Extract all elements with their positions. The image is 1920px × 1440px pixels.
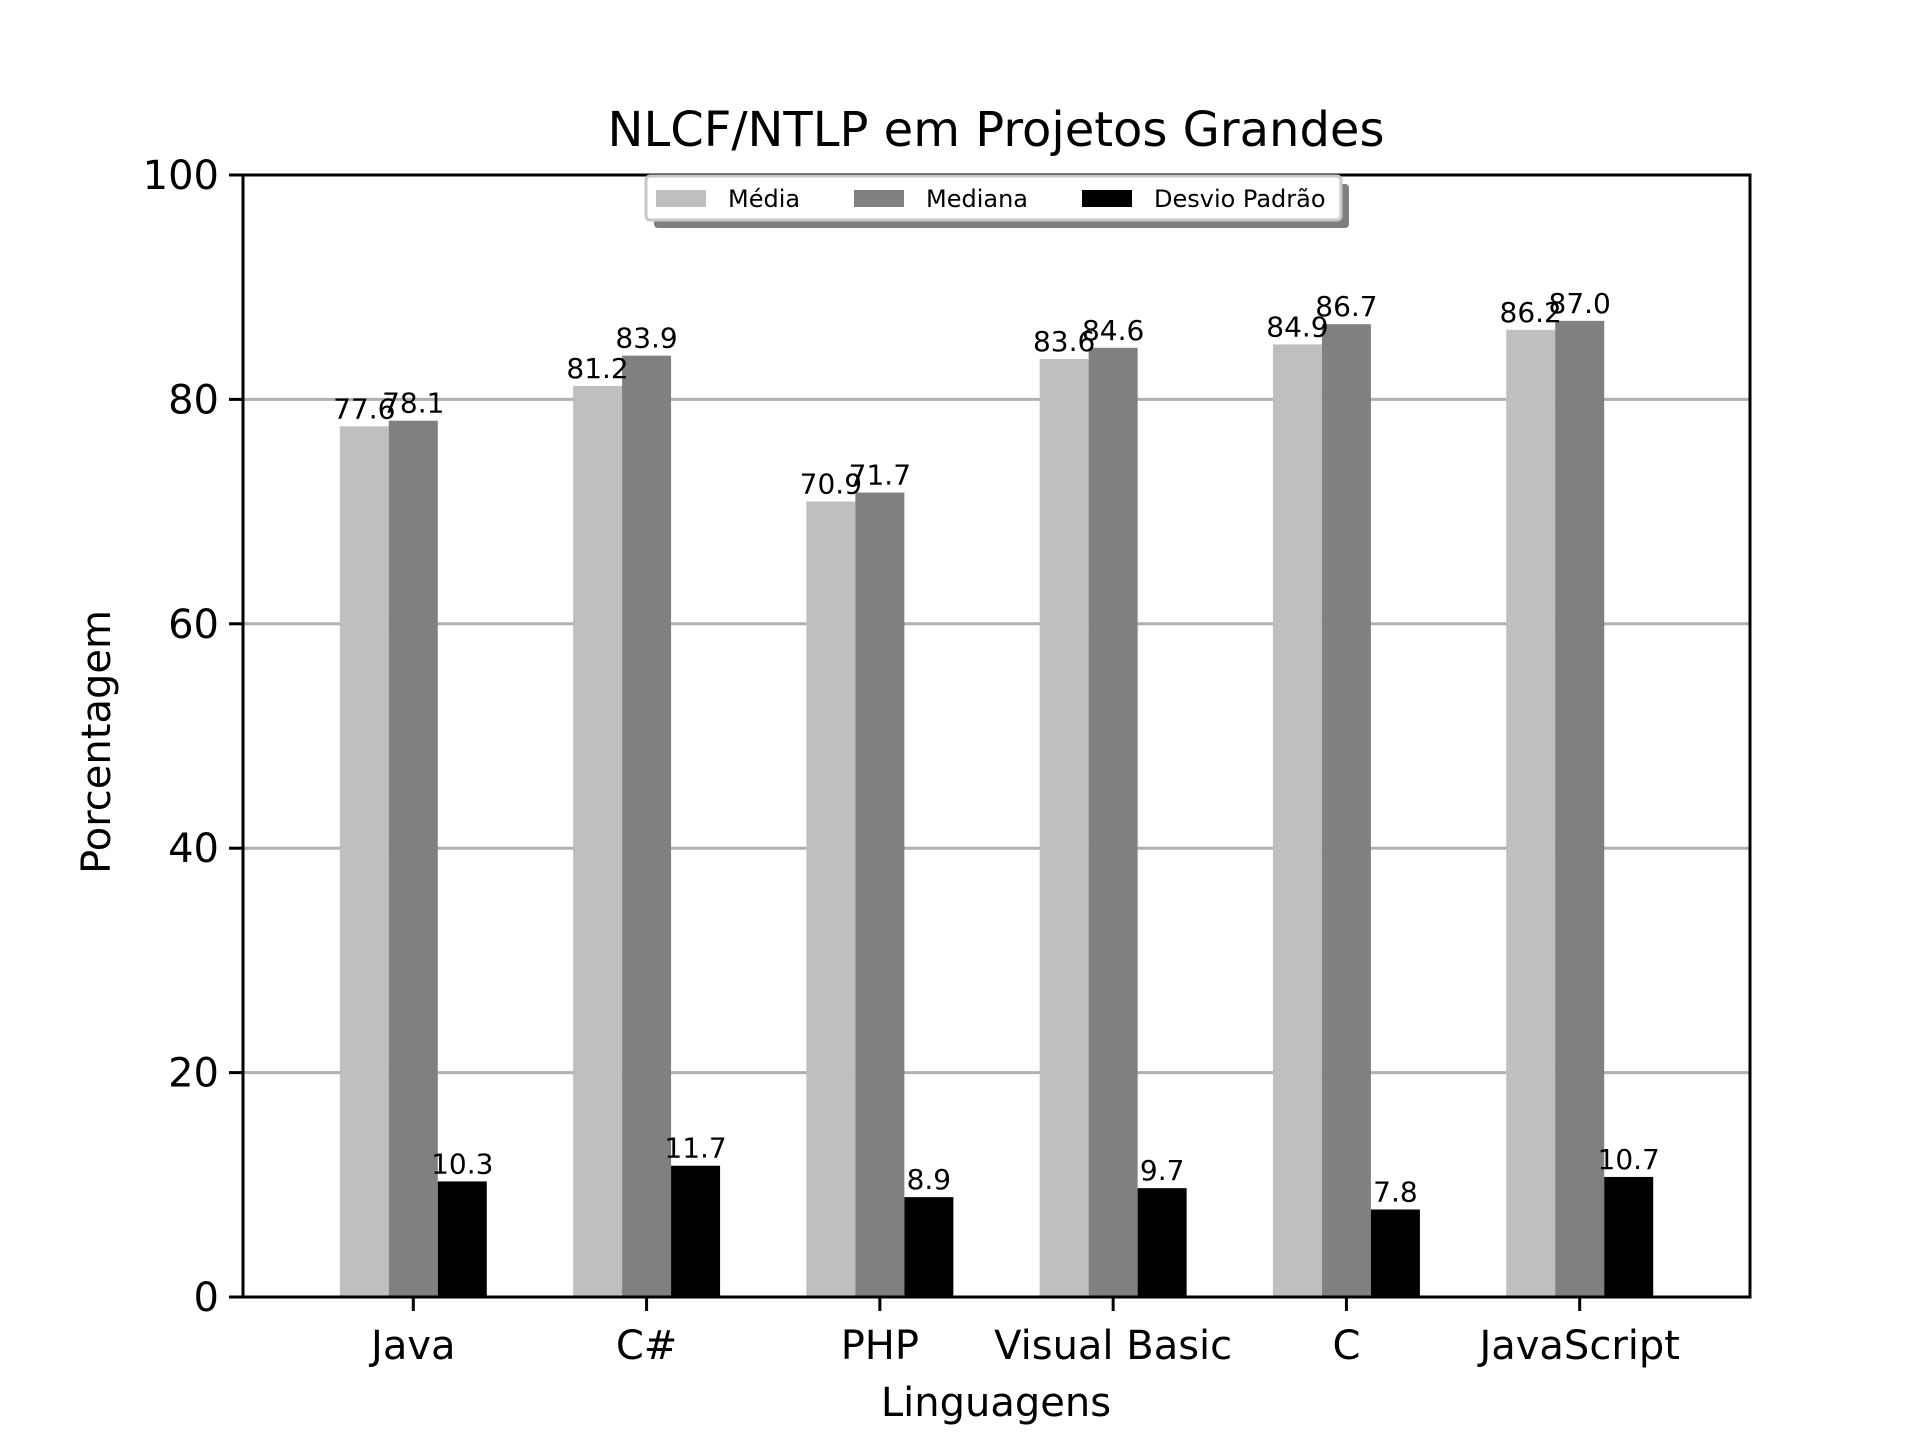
bar-mediana bbox=[388, 420, 438, 1297]
x-tick-label: C# bbox=[616, 1323, 677, 1369]
data-label: 86.2 bbox=[1500, 296, 1562, 329]
data-label: 83.6 bbox=[1033, 325, 1095, 358]
x-tick-label: C bbox=[1332, 1323, 1360, 1369]
data-label: 84.9 bbox=[1266, 310, 1328, 343]
bar-media bbox=[1039, 359, 1089, 1297]
data-label: 70.9 bbox=[800, 468, 862, 501]
bars bbox=[339, 320, 1654, 1298]
y-tick-label: 0 bbox=[194, 1275, 219, 1321]
data-label: 77.6 bbox=[333, 392, 395, 425]
legend-label: Mediana bbox=[926, 185, 1028, 213]
grid-lines bbox=[243, 397, 1750, 1075]
bar-desvio-padrao bbox=[1604, 1176, 1654, 1297]
y-tick-label: 60 bbox=[168, 602, 219, 648]
y-tick-label: 80 bbox=[168, 377, 219, 423]
bar-media bbox=[573, 385, 623, 1297]
data-label: 10.3 bbox=[431, 1147, 493, 1180]
data-label: 71.7 bbox=[849, 459, 911, 492]
x-tick-label: PHP bbox=[841, 1323, 919, 1369]
x-tick-label: Visual Basic bbox=[994, 1323, 1232, 1369]
bar-desvio-padrao bbox=[1137, 1188, 1187, 1297]
data-label: 83.9 bbox=[615, 322, 677, 355]
bar-mediana bbox=[1555, 320, 1605, 1297]
data-label: 10.7 bbox=[1598, 1143, 1660, 1176]
legend-swatch bbox=[1082, 190, 1132, 207]
bar-media bbox=[1272, 344, 1322, 1297]
legend-swatch bbox=[656, 190, 706, 207]
legend-swatch bbox=[854, 190, 904, 207]
bar-media bbox=[339, 426, 389, 1297]
data-label: 11.7 bbox=[664, 1132, 726, 1165]
data-label: 84.6 bbox=[1082, 314, 1144, 347]
bar-desvio-padrao bbox=[671, 1165, 721, 1297]
data-label: 87.0 bbox=[1549, 287, 1611, 320]
x-axis: Java C# PHP Visual Basic C JavaScript bbox=[368, 1297, 1680, 1369]
bar-media bbox=[806, 501, 856, 1297]
y-tick-label: 40 bbox=[168, 826, 219, 872]
bar-desvio-padrao bbox=[1370, 1209, 1420, 1297]
bar-mediana bbox=[1321, 324, 1371, 1297]
bar-mediana bbox=[855, 492, 905, 1297]
x-axis-title: Linguagens bbox=[881, 1380, 1111, 1426]
y-axis: 0 20 40 60 80 100 bbox=[143, 153, 243, 1321]
data-label: 86.7 bbox=[1315, 290, 1377, 323]
data-label: 8.9 bbox=[907, 1163, 952, 1196]
legend-label: Média bbox=[728, 185, 800, 213]
y-axis-title: Porcentagem bbox=[74, 610, 120, 874]
legend-box bbox=[644, 174, 1343, 222]
chart-title: NLCF/NTLP em Projetos Grandes bbox=[608, 102, 1385, 158]
bar-desvio-padrao bbox=[904, 1197, 954, 1297]
data-label: 81.2 bbox=[566, 352, 628, 385]
y-tick-label: 20 bbox=[168, 1051, 219, 1097]
x-tick-label: JavaScript bbox=[1476, 1323, 1680, 1369]
legend: Média Mediana Desvio Padrão bbox=[644, 174, 1349, 228]
x-tick-label: Java bbox=[368, 1323, 456, 1369]
data-label: 78.1 bbox=[382, 387, 444, 420]
bar-mediana bbox=[622, 355, 672, 1298]
bar-mediana bbox=[1088, 347, 1138, 1298]
legend-label: Desvio Padrão bbox=[1154, 185, 1326, 213]
bar-media bbox=[1506, 329, 1556, 1297]
bar-desvio-padrao bbox=[437, 1181, 487, 1297]
data-labels: 77.678.110.381.283.911.770.971.78.983.68… bbox=[333, 287, 1660, 1209]
data-label: 9.7 bbox=[1140, 1154, 1185, 1187]
data-label: 7.8 bbox=[1373, 1175, 1418, 1208]
y-tick-label: 100 bbox=[143, 153, 219, 199]
